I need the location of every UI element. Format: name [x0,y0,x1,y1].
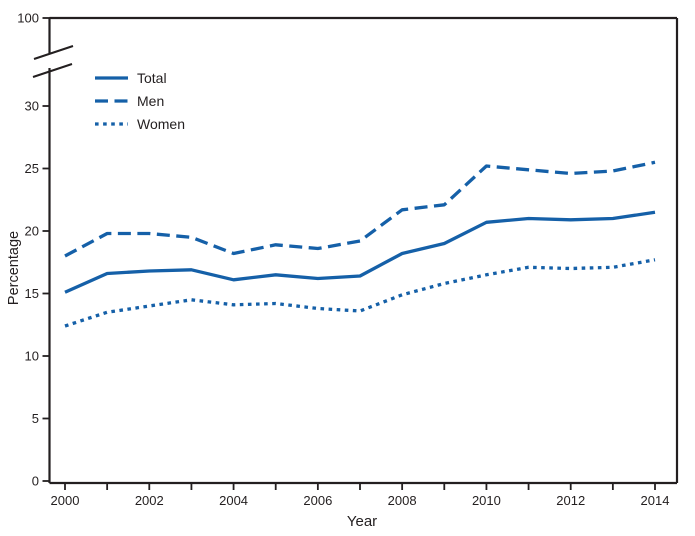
legend-swatch-dashed [95,98,128,103]
legend-label: Total [137,69,167,86]
y-tick-label: 10 [25,349,39,364]
y-axis-title: Percentage [6,230,22,306]
y-axis-break-slash [32,63,73,78]
y-tick-label: 0 [32,474,39,489]
x-axis-title: Year [346,513,378,530]
legend-label: Men [137,92,165,109]
x-tick-label: 2002 [135,493,164,508]
legend-swatch-solid [95,75,128,80]
series-men-line [64,160,656,258]
legend-swatch-dotted [95,121,128,126]
legend-item-men: Men [95,89,185,112]
x-tick-label: 2010 [472,493,501,508]
legend-item-women: Women [95,112,185,135]
legend-item-total: Total [95,66,185,89]
legend-label: Women [137,115,185,132]
x-tick-label: 2014 [641,493,670,508]
y-tick-label: 15 [25,286,39,301]
x-tick-label: 2012 [556,493,585,508]
x-tick-label: 2008 [388,493,417,508]
y-axis-break-slash [33,45,74,60]
y-tick-label: 5 [32,411,39,426]
series-total-line [64,210,656,294]
y-tick-label: 30 [25,99,39,114]
y-tick-label: 20 [25,224,39,239]
x-tick-label: 2006 [303,493,332,508]
y-tick-label: 25 [25,161,39,176]
x-tick-label: 2000 [51,493,80,508]
legend: Total Men Women [95,66,185,135]
x-tick-label: 2004 [219,493,248,508]
y-tick-label: 100 [17,11,39,26]
